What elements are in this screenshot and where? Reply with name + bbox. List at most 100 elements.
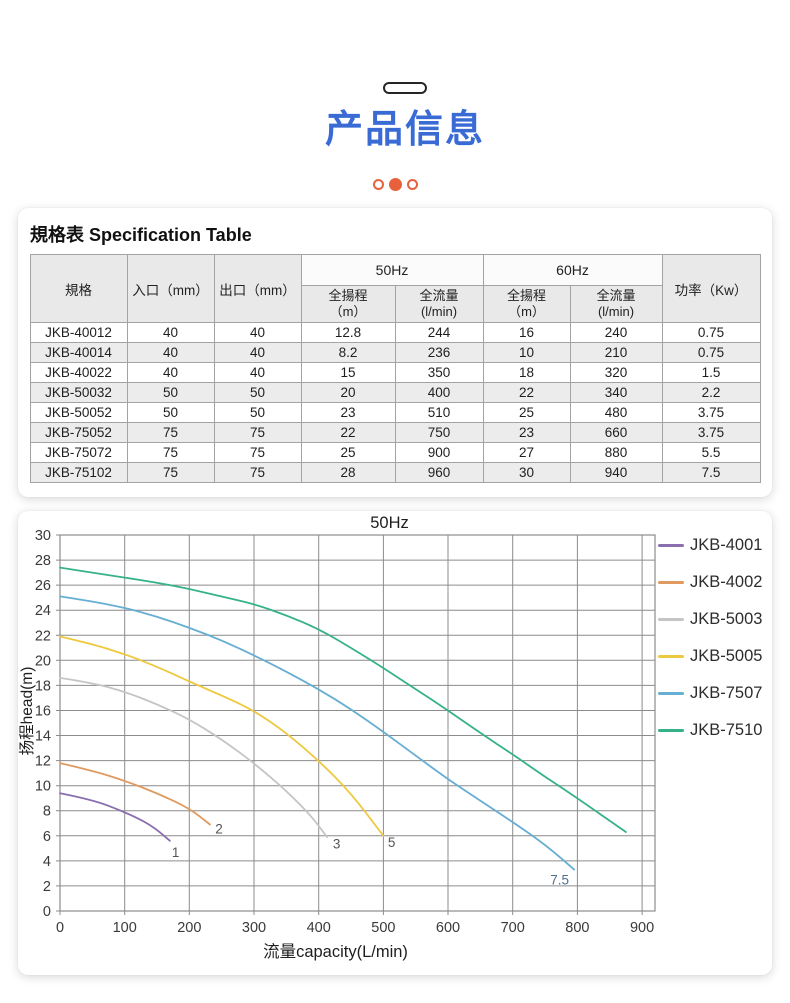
table-row: JKB-40014 40 40 8.2 236 10 210 0.75 bbox=[29, 342, 761, 363]
spec-table: 規格 入口（mm） 出口（mm） 50Hz 60Hz 功率（Kw） 全揚程 （m… bbox=[29, 254, 761, 483]
table-cell: 40 bbox=[126, 362, 215, 383]
table-cell: JKB-50052 bbox=[29, 402, 128, 423]
curve-chart-card: 0 2 4 6 8 10 12 14 16 18 20 22 24 26 28 30 0 100 200 300 400… bbox=[18, 511, 772, 975]
svg-text:10: 10 bbox=[35, 779, 51, 795]
legend-swatch-icon bbox=[658, 654, 684, 658]
table-cell: 27 bbox=[482, 442, 571, 463]
svg-text:14: 14 bbox=[35, 729, 51, 745]
svg-text:20: 20 bbox=[35, 653, 51, 669]
table-cell: 1.5 bbox=[661, 362, 761, 383]
table-cell: 40 bbox=[213, 362, 302, 383]
table-row: JKB-50052 50 50 23 510 25 480 3.75 bbox=[29, 402, 761, 423]
legend-label: JKB-4002 bbox=[690, 572, 763, 591]
legend-label: JKB-7510 bbox=[690, 720, 763, 739]
svg-text:2: 2 bbox=[43, 879, 51, 895]
svg-text:900: 900 bbox=[630, 920, 654, 936]
spec-table-heading: 規格表 Specification Table bbox=[30, 225, 252, 245]
svg-text:30: 30 bbox=[35, 528, 51, 544]
page-header: 产品信息 bbox=[0, 0, 790, 191]
table-cell: 18 bbox=[482, 362, 571, 383]
table-cell: 50 bbox=[213, 402, 302, 423]
table-row: JKB-75072 75 75 25 900 27 880 5.5 bbox=[29, 442, 761, 463]
table-cell: 7.5 bbox=[661, 462, 761, 483]
table-cell: 23 bbox=[482, 422, 571, 443]
table-row: JKB-40012 40 40 12.8 244 16 240 0.75 bbox=[29, 322, 761, 343]
legend-swatch-icon bbox=[658, 728, 684, 732]
table-cell: 2.2 bbox=[661, 382, 761, 403]
table-cell: 0.75 bbox=[661, 342, 761, 363]
carousel-dots bbox=[0, 177, 790, 191]
table-cell: 30 bbox=[482, 462, 571, 483]
table-cell: 320 bbox=[569, 362, 663, 383]
svg-text:200: 200 bbox=[177, 920, 201, 936]
table-cell: 960 bbox=[394, 462, 484, 483]
legend-item: JKB-4002 bbox=[658, 570, 770, 594]
table-row: JKB-75052 75 75 22 750 23 660 3.75 bbox=[29, 422, 761, 443]
table-cell: 0.75 bbox=[661, 322, 761, 343]
dot-active-icon[interactable] bbox=[388, 177, 402, 191]
table-cell: 28 bbox=[300, 462, 396, 483]
svg-text:18: 18 bbox=[35, 678, 51, 694]
table-cell: 22 bbox=[482, 382, 571, 403]
col-header-power: 功率（Kw） bbox=[661, 254, 761, 323]
legend-item: JKB-5003 bbox=[658, 607, 770, 631]
svg-text:700: 700 bbox=[501, 920, 525, 936]
table-cell: 40 bbox=[213, 322, 302, 343]
table-cell: 880 bbox=[569, 442, 663, 463]
chart-legend: JKB-4001 JKB-4002 JKB-5003 JKB-5005 JKB-7507… bbox=[658, 533, 770, 755]
col-header-flow-50: 全流量 (l/min) bbox=[394, 285, 484, 323]
svg-text:1: 1 bbox=[172, 845, 180, 860]
table-cell: 50 bbox=[213, 382, 302, 403]
col-header-inlet: 入口（mm） bbox=[126, 254, 215, 323]
table-cell: 75 bbox=[213, 442, 302, 463]
legend-item: JKB-7507 bbox=[658, 681, 770, 705]
page-title: 产品信息 bbox=[324, 109, 485, 151]
svg-text:100: 100 bbox=[113, 920, 137, 936]
legend-label: JKB-7507 bbox=[690, 683, 763, 702]
table-row: JKB-40022 40 40 15 350 18 320 1.5 bbox=[29, 362, 761, 383]
table-cell: JKB-50032 bbox=[29, 382, 128, 403]
legend-item: JKB-4001 bbox=[658, 533, 770, 557]
svg-text:600: 600 bbox=[436, 920, 460, 936]
col-header-head-50: 全揚程 （m） bbox=[300, 285, 396, 323]
legend-item: JKB-5005 bbox=[658, 644, 770, 668]
dot-icon[interactable] bbox=[406, 178, 418, 190]
table-cell: 40 bbox=[213, 342, 302, 363]
svg-text:26: 26 bbox=[35, 578, 51, 594]
svg-text:扬程head(m): 扬程head(m) bbox=[18, 667, 36, 756]
table-cell: 25 bbox=[482, 402, 571, 423]
table-cell: 75 bbox=[126, 462, 215, 483]
table-cell: 244 bbox=[394, 322, 484, 343]
table-cell: 940 bbox=[569, 462, 663, 483]
svg-text:6: 6 bbox=[43, 829, 51, 845]
svg-text:0: 0 bbox=[56, 920, 64, 936]
legend-label: JKB-4001 bbox=[690, 535, 763, 554]
pill-icon bbox=[383, 82, 427, 94]
legend-swatch-icon bbox=[658, 617, 684, 621]
legend-swatch-icon bbox=[658, 691, 684, 695]
svg-text:流量capacity(L/min): 流量capacity(L/min) bbox=[263, 942, 408, 961]
specification-card: 規格表 Specification Table 規格 入口（mm） 出口（mm）… bbox=[18, 208, 772, 497]
spec-table-body: JKB-40012 40 40 12.8 244 16 240 0.75 JKB-40014 40… bbox=[29, 322, 761, 483]
col-header-flow-60: 全流量 (l/min) bbox=[569, 285, 663, 323]
table-cell: 400 bbox=[394, 382, 484, 403]
col-header-spec: 規格 bbox=[29, 254, 128, 323]
table-cell: 75 bbox=[126, 422, 215, 443]
table-cell: 660 bbox=[569, 422, 663, 443]
table-cell: 3.75 bbox=[661, 422, 761, 443]
table-cell: 75 bbox=[126, 442, 215, 463]
table-cell: 50 bbox=[126, 382, 215, 403]
table-cell: 25 bbox=[300, 442, 396, 463]
dot-icon[interactable] bbox=[372, 178, 384, 190]
table-cell: 75 bbox=[213, 422, 302, 443]
col-header-outlet: 出口（mm） bbox=[213, 254, 302, 323]
svg-text:2: 2 bbox=[215, 821, 223, 836]
col-header-head-60: 全揚程 （m） bbox=[482, 285, 571, 323]
table-cell: 50 bbox=[126, 402, 215, 423]
svg-text:24: 24 bbox=[35, 603, 51, 619]
svg-text:8: 8 bbox=[43, 804, 51, 820]
legend-swatch-icon bbox=[658, 543, 684, 547]
table-cell: 350 bbox=[394, 362, 484, 383]
table-cell: 340 bbox=[569, 382, 663, 403]
